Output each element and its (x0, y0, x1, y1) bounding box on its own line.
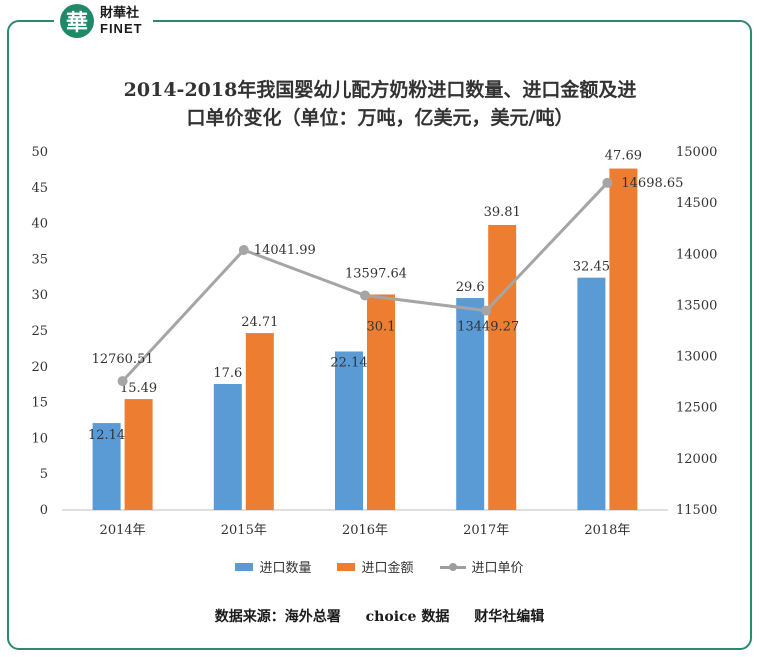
data-label-quantity-4: 32.45 (573, 260, 610, 275)
logo-text: 財華社 FINET (100, 6, 143, 36)
y-right-tick-label-7: 15000 (676, 145, 717, 160)
chart-title-line-1: 2014-2018年我国婴幼儿配方奶粉进口数量、进口金额及进 (123, 79, 637, 101)
point-price-3 (481, 305, 492, 316)
x-tick-label-0: 2014年 (100, 523, 146, 538)
y-left-tick-label-9: 45 (31, 181, 48, 196)
data-label-price-1: 14041.99 (254, 243, 316, 258)
legend-label-price: 进口单价 (471, 561, 524, 576)
data-label-quantity-2: 22.14 (330, 355, 367, 370)
legend-item-quantity: 进口数量 (235, 557, 311, 576)
y-left-tick-label-2: 10 (31, 431, 48, 446)
legend-swatch-amount (337, 562, 356, 571)
source-label: 数据来源：海外总署 (214, 609, 341, 625)
legend-item-price: 进口单价 (439, 557, 524, 576)
point-price-1 (238, 244, 249, 255)
y-right-tick-label-1: 12000 (676, 452, 717, 467)
chart-title: 2014-2018年我国婴幼儿配方奶粉进口数量、进口金额及进 口单价变化（单位：… (60, 76, 700, 132)
logo-badge: 華 (60, 4, 94, 38)
y-right-tick-label-5: 14000 (676, 247, 717, 262)
y-left-tick-label-6: 30 (31, 288, 48, 303)
bar-quantity-0 (92, 423, 121, 510)
data-label-price-4: 14698.65 (621, 176, 683, 191)
y-left-tick-label-7: 35 (31, 252, 48, 267)
y-left-tick-label-0: 0 (40, 503, 48, 518)
data-label-amount-3: 39.81 (484, 205, 521, 220)
y-left-tick-label-10: 50 (31, 145, 48, 160)
chart-legend: 进口数量 进口金额 进口单价 (0, 557, 759, 576)
bar-amount-4 (609, 168, 638, 510)
source-part-choice: choice 数据 (365, 609, 450, 625)
line-price (121, 181, 609, 383)
y-left-tick-label-8: 40 (31, 217, 48, 232)
legend-item-amount: 进口金额 (337, 557, 414, 576)
legend-swatch-quantity (235, 562, 254, 571)
x-tick-label-3: 2017年 (463, 523, 509, 538)
point-price-2 (360, 290, 370, 301)
chart-frame (7, 20, 752, 650)
data-label-price-3: 13449.27 (457, 320, 519, 335)
y-right-tick-label-4: 13500 (676, 298, 717, 313)
legend-label-quantity: 进口数量 (259, 561, 312, 576)
bar-quantity-1 (213, 383, 242, 510)
bar-amount-3 (488, 224, 517, 511)
logo-name-en: FINET (100, 21, 143, 36)
bar-amount-0 (124, 399, 153, 510)
y-left-tick-label-3: 15 (31, 396, 48, 411)
bar-quantity-4 (577, 277, 606, 510)
source-part-editor: 财华社编辑 (474, 609, 545, 625)
chart-title-line-2: 口单价变化（单位：万吨，亿美元，美元/吨） (186, 107, 574, 129)
y-left-tick-label-1: 5 (40, 467, 48, 482)
finet-logo: 華 財華社 FINET (54, 2, 153, 40)
data-label-amount-4: 47.69 (605, 149, 642, 164)
logo-name-cn: 財華社 (100, 6, 140, 21)
y-right-tick-label-0: 11500 (676, 503, 717, 518)
data-label-quantity-1: 17.6 (213, 366, 242, 381)
bar-quantity-3 (456, 298, 485, 510)
x-tick-label-1: 2015年 (221, 523, 267, 538)
y-right-tick-label-6: 14500 (676, 196, 717, 211)
data-label-amount-0: 15.49 (120, 381, 157, 396)
bar-amount-2 (367, 294, 395, 510)
y-right-tick-label-2: 12500 (676, 401, 717, 416)
y-right-tick-label-3: 13000 (676, 350, 717, 365)
data-label-price-2: 13597.64 (345, 266, 407, 281)
y-left-tick-label-5: 25 (31, 324, 48, 339)
bar-amount-1 (245, 333, 274, 510)
y-left-tick-label-4: 20 (31, 360, 48, 375)
x-tick-label-2: 2016年 (342, 523, 388, 538)
data-label-price-0: 12760.51 (92, 352, 154, 367)
x-tick-label-4: 2018年 (584, 523, 630, 538)
legend-label-amount: 进口金额 (361, 561, 414, 576)
data-label-amount-2: 30.1 (367, 319, 396, 334)
point-price-4 (602, 177, 613, 188)
point-price-0 (117, 376, 128, 387)
bar-quantity-2 (335, 351, 363, 510)
data-label-quantity-3: 29.6 (456, 280, 485, 295)
data-label-amount-1: 24.71 (241, 315, 278, 330)
legend-swatch-price (439, 562, 466, 572)
data-label-quantity-0: 12.14 (88, 428, 125, 443)
source-note: 数据来源：海外总署 choice 数据 财华社编辑 (0, 606, 759, 626)
